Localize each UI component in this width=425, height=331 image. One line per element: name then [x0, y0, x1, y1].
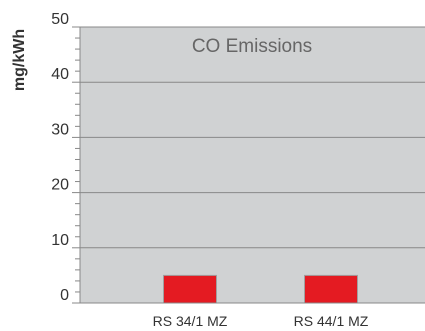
y-tick-label-20: 20: [51, 177, 69, 194]
plot-background: [80, 27, 425, 303]
bar-2: [304, 274, 358, 304]
y-tick-labels: 0 10 20 30 40 50: [51, 11, 69, 304]
y-tick-label-10: 10: [51, 232, 69, 249]
y-tick-label-50: 50: [51, 11, 69, 28]
y-tick-label-40: 40: [51, 66, 69, 83]
bar-1: [163, 274, 217, 304]
x-tick-labels: RS 34/1 MZ RS 44/1 MZ: [153, 313, 369, 329]
x-tick-label-1: RS 34/1 MZ: [153, 313, 228, 329]
y-tick-label-30: 30: [51, 121, 69, 138]
x-tick-label-2: RS 44/1 MZ: [294, 313, 369, 329]
chart-title: CO Emissions: [192, 36, 312, 57]
y-tick-label-0: 0: [60, 287, 69, 304]
y-axis-label: mg/kWh: [11, 29, 28, 91]
gridlines: [80, 26, 425, 249]
bars: [163, 274, 358, 304]
minor-ticks: [72, 26, 80, 304]
